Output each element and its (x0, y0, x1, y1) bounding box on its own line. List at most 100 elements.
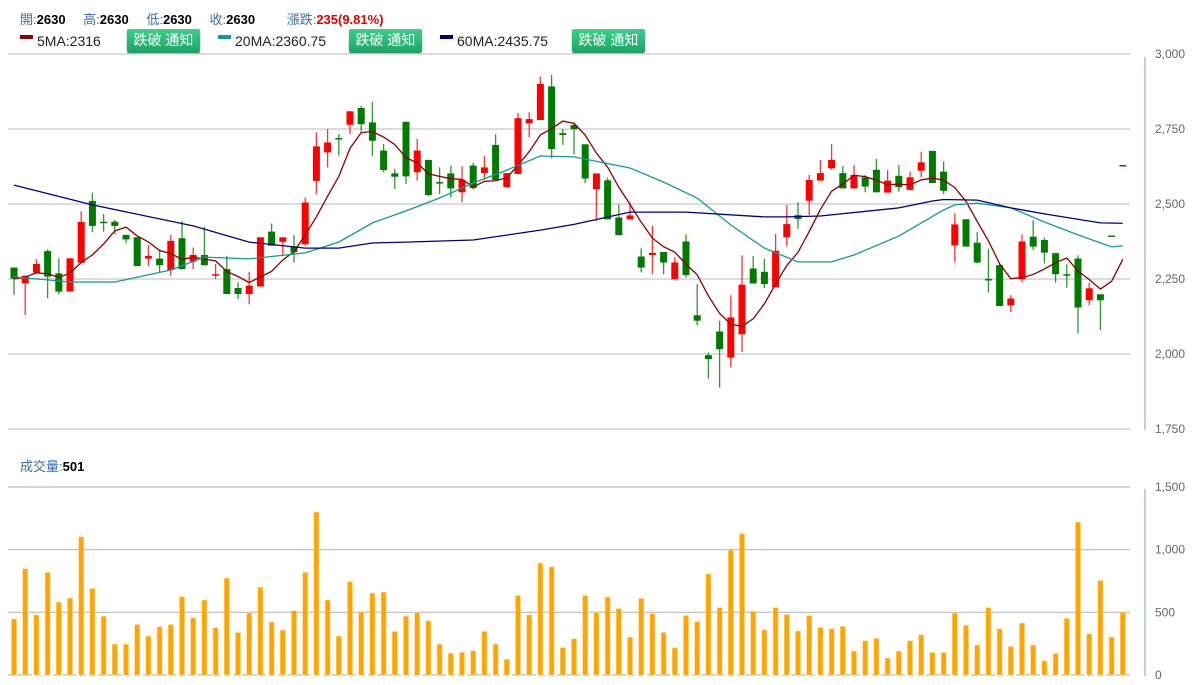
volume-bar (1108, 636, 1115, 676)
candle (268, 223, 276, 246)
candle-body (223, 269, 231, 294)
close-label: 收: (209, 12, 227, 27)
ma5-break-alert-button[interactable]: 跌破 通知 (127, 29, 200, 52)
volume-bar (1064, 618, 1070, 676)
candle-body (884, 180, 892, 193)
volume-bar (895, 650, 902, 676)
candle (32, 259, 40, 273)
volume-bar (481, 631, 488, 676)
candle-body (156, 258, 164, 266)
candle (1119, 165, 1127, 167)
volume-bar (1041, 660, 1048, 676)
ma60-break-alert-button[interactable]: 跌破 通知 (572, 29, 645, 52)
candle-body (469, 165, 477, 189)
low-label: 低: (146, 12, 163, 27)
volume-bar (974, 644, 981, 676)
candle (111, 219, 119, 235)
ma5-swatch (20, 35, 33, 39)
volume-bar (179, 596, 185, 676)
volume-bar (447, 653, 454, 676)
volume-bar (750, 611, 757, 676)
candle (100, 213, 108, 232)
volume-bar (212, 627, 219, 676)
candle-body (290, 246, 298, 253)
candle-body (973, 242, 981, 263)
candle-body (940, 171, 948, 191)
candle (704, 352, 712, 379)
volume-bar (817, 627, 824, 676)
candle (559, 129, 567, 145)
candle (615, 204, 623, 236)
candle-body (660, 252, 668, 263)
candle-body (133, 237, 141, 267)
volume-bar (302, 572, 309, 676)
candle (581, 144, 589, 184)
volume-tick-label: 0 (1155, 668, 1162, 682)
candle (503, 173, 511, 188)
volume-bar (963, 625, 969, 676)
candle-body (245, 285, 253, 294)
volume-bar (571, 638, 577, 676)
price-tick-label: 1,750 (1155, 422, 1185, 436)
candle-body (1119, 165, 1127, 167)
volume-bar (459, 652, 465, 676)
candle-body (346, 111, 354, 125)
candle (1074, 255, 1082, 334)
candle (794, 202, 802, 229)
low-value: 2630 (162, 12, 192, 27)
candle (245, 271, 253, 305)
volume-bar (526, 614, 533, 676)
volume-bar (201, 599, 208, 676)
candle (447, 165, 455, 198)
candle-body (1108, 235, 1116, 237)
candle (492, 134, 500, 180)
ma20-break-alert-button[interactable]: 跌破 通知 (349, 29, 422, 52)
volume-bar (168, 624, 174, 676)
close-value: 2630 (226, 12, 256, 27)
volume-bar (33, 614, 40, 676)
candle (536, 76, 544, 120)
volume-bar (145, 635, 152, 676)
candle (77, 211, 85, 263)
candle-body (861, 177, 869, 187)
volume-bar (615, 608, 622, 676)
volume-bar (649, 613, 656, 676)
candle-body (626, 215, 634, 220)
candle-body (559, 133, 567, 135)
candle-body (1063, 274, 1071, 276)
volume-label: 成交量: (20, 459, 63, 474)
volume-bar (313, 511, 320, 676)
volume-bar (559, 647, 566, 676)
candle (783, 204, 791, 247)
candle (682, 234, 690, 278)
volume-bar (716, 607, 723, 676)
candle-body (268, 231, 276, 246)
volume-bar (22, 568, 29, 676)
high-label: 高: (83, 12, 100, 27)
volume-bar (604, 596, 611, 676)
volume-bar (100, 616, 107, 676)
candle-body (256, 237, 264, 287)
candle (156, 249, 164, 273)
candle (279, 237, 287, 256)
candle-body (615, 217, 623, 236)
candle (436, 167, 444, 195)
volume-bar (783, 614, 790, 676)
volume-bar (347, 581, 353, 676)
candle-body (492, 144, 500, 180)
volume-bar (727, 549, 734, 676)
candle-body (604, 180, 612, 220)
candle (872, 159, 880, 193)
candle-body (44, 251, 52, 277)
volume-bar (806, 615, 813, 676)
candle (1018, 234, 1026, 283)
volume-bar (772, 607, 779, 676)
candle-body (88, 201, 96, 226)
candle (458, 166, 466, 203)
volume-bar (112, 643, 118, 676)
volume-bar (1052, 653, 1059, 676)
ma60-swatch (440, 35, 453, 39)
volume-bar (929, 652, 936, 676)
candle (805, 174, 813, 216)
candle (962, 219, 970, 247)
